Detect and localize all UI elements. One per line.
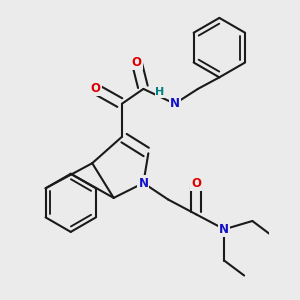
Text: N: N <box>138 176 148 190</box>
Text: N: N <box>170 97 180 110</box>
Text: O: O <box>132 56 142 69</box>
Text: H: H <box>155 87 164 97</box>
Text: O: O <box>191 176 201 190</box>
Text: N: N <box>219 223 229 236</box>
Text: O: O <box>91 82 100 95</box>
